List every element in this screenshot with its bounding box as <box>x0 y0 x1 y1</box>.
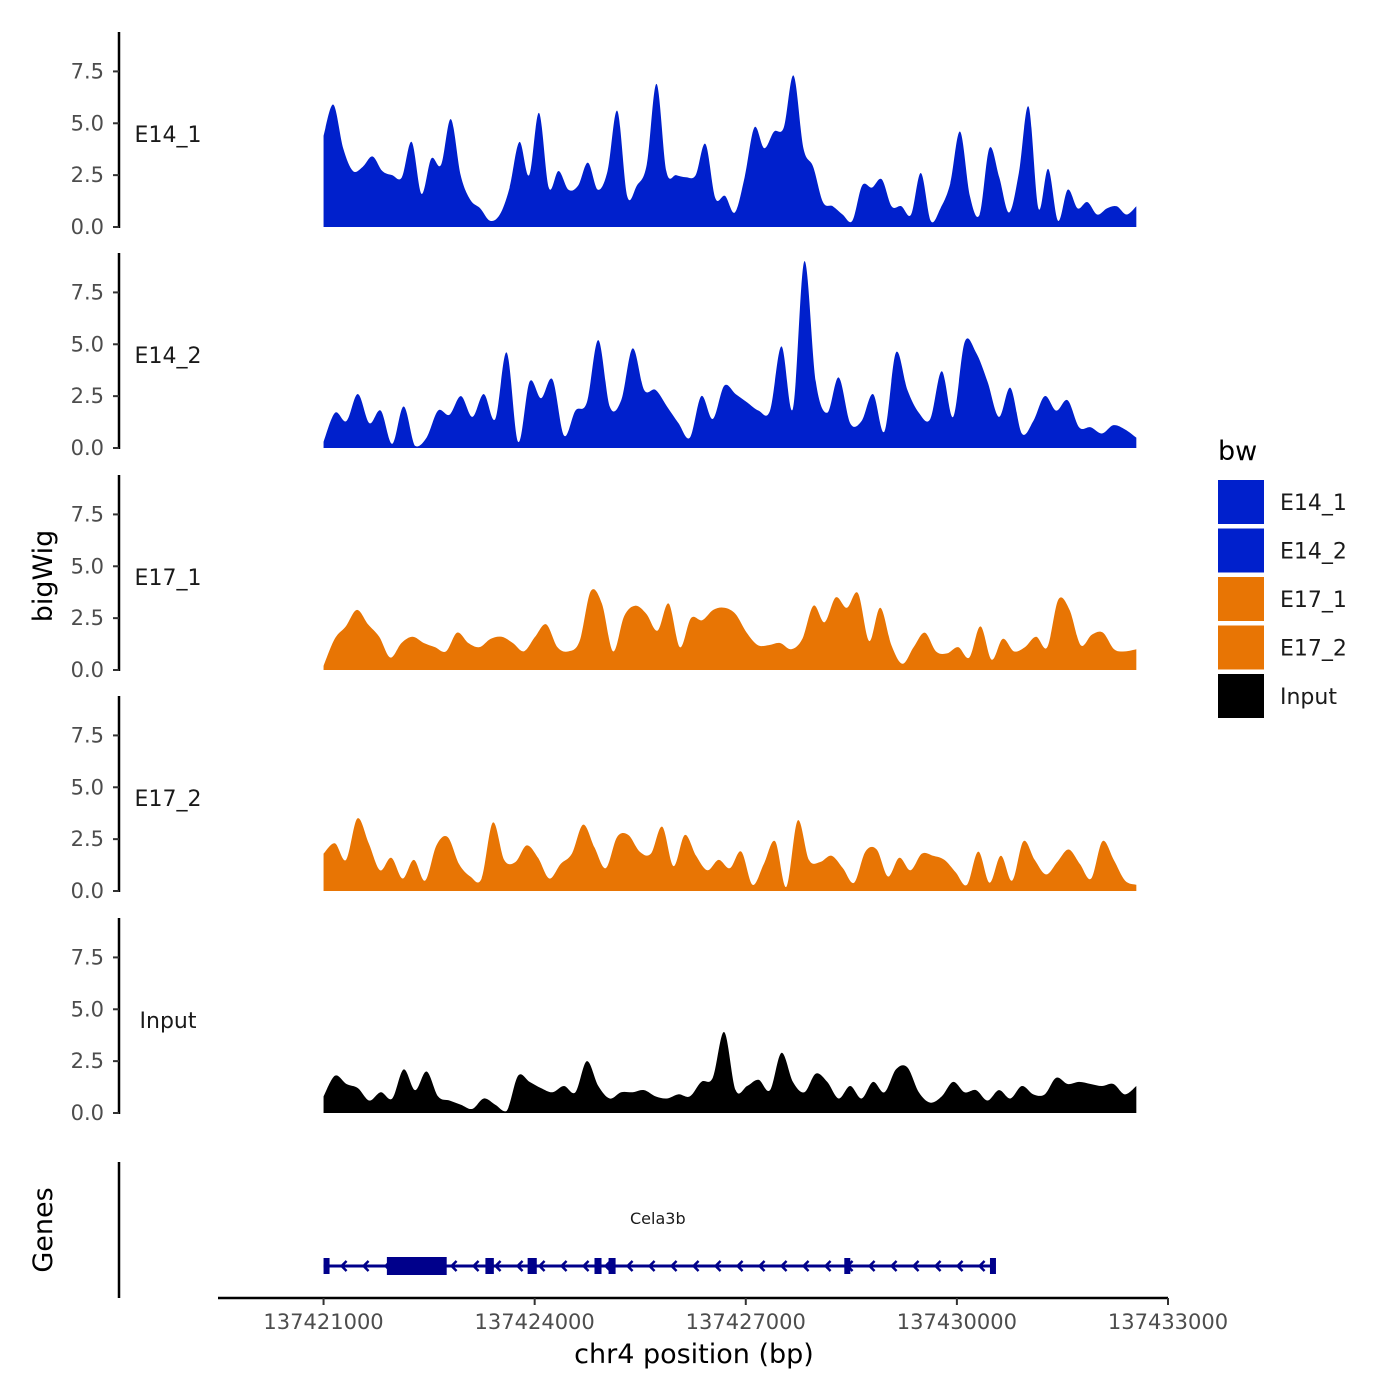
exon-block <box>594 1258 602 1274</box>
strand-arrow <box>889 1260 898 1272</box>
strand-arrow <box>669 1260 678 1272</box>
y-tick-label: 5.0 <box>71 332 104 356</box>
genes-axis-title: Genes <box>28 1187 59 1272</box>
strand-arrow <box>867 1260 876 1272</box>
strand-arrow <box>493 1260 502 1272</box>
signal-area-input <box>323 1032 1137 1113</box>
y-tick-label: 2.5 <box>71 606 104 630</box>
strand-arrow <box>713 1260 722 1272</box>
strand-arrow <box>977 1260 986 1272</box>
strand-arrow <box>471 1260 480 1272</box>
tracks-layer: 0.0 2.5 5.0 7.5 E14_1 0.0 2.5 5.0 7.5 E14_2 0.0 2.5… <box>71 32 1137 1125</box>
strand-arrow <box>647 1260 656 1272</box>
y-tick-label: 0.0 <box>71 215 104 239</box>
exon-block <box>485 1258 494 1274</box>
exon-block <box>844 1258 851 1274</box>
gene-name-label: Cela3b <box>630 1209 686 1228</box>
strand-arrow <box>779 1260 788 1272</box>
y-axis-title: bigWig <box>28 530 59 623</box>
track-label: E14_2 <box>135 344 202 369</box>
strand-arrow <box>757 1260 766 1272</box>
x-tick-label: 137433000 <box>1108 1310 1228 1334</box>
signal-area-e17-1 <box>323 589 1137 670</box>
strand-arrow <box>955 1260 964 1272</box>
y-tick-label: 7.5 <box>71 723 104 747</box>
legend-label: Input <box>1280 685 1337 710</box>
strand-arrow <box>581 1260 590 1272</box>
x-tick-label: 137421000 <box>263 1310 383 1334</box>
signal-area-e17-2 <box>323 818 1137 891</box>
x-tick-label: 137430000 <box>897 1310 1017 1334</box>
legend-label: E17_1 <box>1280 588 1347 613</box>
y-tick-label: 0.0 <box>71 436 104 460</box>
y-tick-label: 5.0 <box>71 111 104 135</box>
track-e14-2: 0.0 2.5 5.0 7.5 E14_2 <box>71 253 1137 460</box>
x-axis-title: chr4 position (bp) <box>574 1339 814 1370</box>
strand-arrow <box>823 1260 832 1272</box>
x-axis: 137421000 137424000 137427000 137430000 1374… <box>218 1296 1228 1334</box>
track-e17-2: 0.0 2.5 5.0 7.5 E17_2 <box>71 696 1137 903</box>
exon-block <box>386 1257 447 1275</box>
genes-layer: Cela3b <box>117 1162 996 1298</box>
y-tick-label: 0.0 <box>71 879 104 903</box>
legend-swatch <box>1218 528 1264 573</box>
strand-arrow <box>449 1260 458 1272</box>
strand-arrow <box>515 1260 524 1272</box>
y-tick-label: 2.5 <box>71 827 104 851</box>
strand-arrow <box>537 1260 546 1272</box>
strand-arrow <box>801 1260 810 1272</box>
track-e17-1: 0.0 2.5 5.0 7.5 E17_1 <box>71 475 1137 682</box>
exon-block <box>323 1258 330 1274</box>
strand-arrow <box>735 1260 744 1272</box>
y-tick-label: 0.0 <box>71 658 104 682</box>
y-tick-label: 5.0 <box>71 997 104 1021</box>
strand-arrow <box>933 1260 942 1272</box>
y-tick-label: 7.5 <box>71 59 104 83</box>
exon-block <box>608 1258 616 1274</box>
x-tick-label: 137424000 <box>475 1310 595 1334</box>
strand-arrow <box>339 1260 348 1272</box>
track-e14-1: 0.0 2.5 5.0 7.5 E14_1 <box>71 32 1137 239</box>
legend-label: E17_2 <box>1280 637 1347 662</box>
y-tick-label: 7.5 <box>71 502 104 526</box>
y-tick-label: 2.5 <box>71 163 104 187</box>
track-label: E14_1 <box>135 123 202 148</box>
strand-arrow <box>911 1260 920 1272</box>
track-input: 0.0 2.5 5.0 7.5 Input <box>71 918 1137 1125</box>
strand-arrow <box>559 1260 568 1272</box>
y-tick-label: 7.5 <box>71 280 104 304</box>
exon-block <box>527 1258 537 1274</box>
strand-arrow <box>691 1260 700 1272</box>
strand-arrow <box>625 1260 634 1272</box>
y-tick-label: 5.0 <box>71 775 104 799</box>
gene-cela3b: Cela3b <box>323 1209 996 1275</box>
y-tick-label: 2.5 <box>71 1049 104 1073</box>
legend-swatch <box>1218 674 1264 718</box>
legend-label: E14_2 <box>1280 540 1347 565</box>
legend-swatch <box>1218 577 1264 621</box>
track-label: Input <box>140 1009 197 1034</box>
track-label: E17_1 <box>135 566 202 591</box>
legend-swatch <box>1218 480 1264 524</box>
x-tick-label: 137427000 <box>686 1310 806 1334</box>
y-tick-label: 7.5 <box>71 945 104 969</box>
y-tick-label: 5.0 <box>71 554 104 578</box>
y-tick-label: 2.5 <box>71 384 104 408</box>
exon-block <box>989 1258 996 1274</box>
strand-arrow <box>361 1260 370 1272</box>
legend: bw E14_1 E14_2 E17_1 E17_2 Input <box>1218 436 1347 718</box>
signal-area-e14-1 <box>323 75 1137 227</box>
legend-label: E14_1 <box>1280 491 1347 516</box>
signal-area-e14-2 <box>323 261 1137 448</box>
legend-title: bw <box>1218 436 1257 467</box>
legend-swatch <box>1218 625 1264 670</box>
track-label: E17_2 <box>135 787 202 812</box>
y-tick-label: 0.0 <box>71 1101 104 1125</box>
